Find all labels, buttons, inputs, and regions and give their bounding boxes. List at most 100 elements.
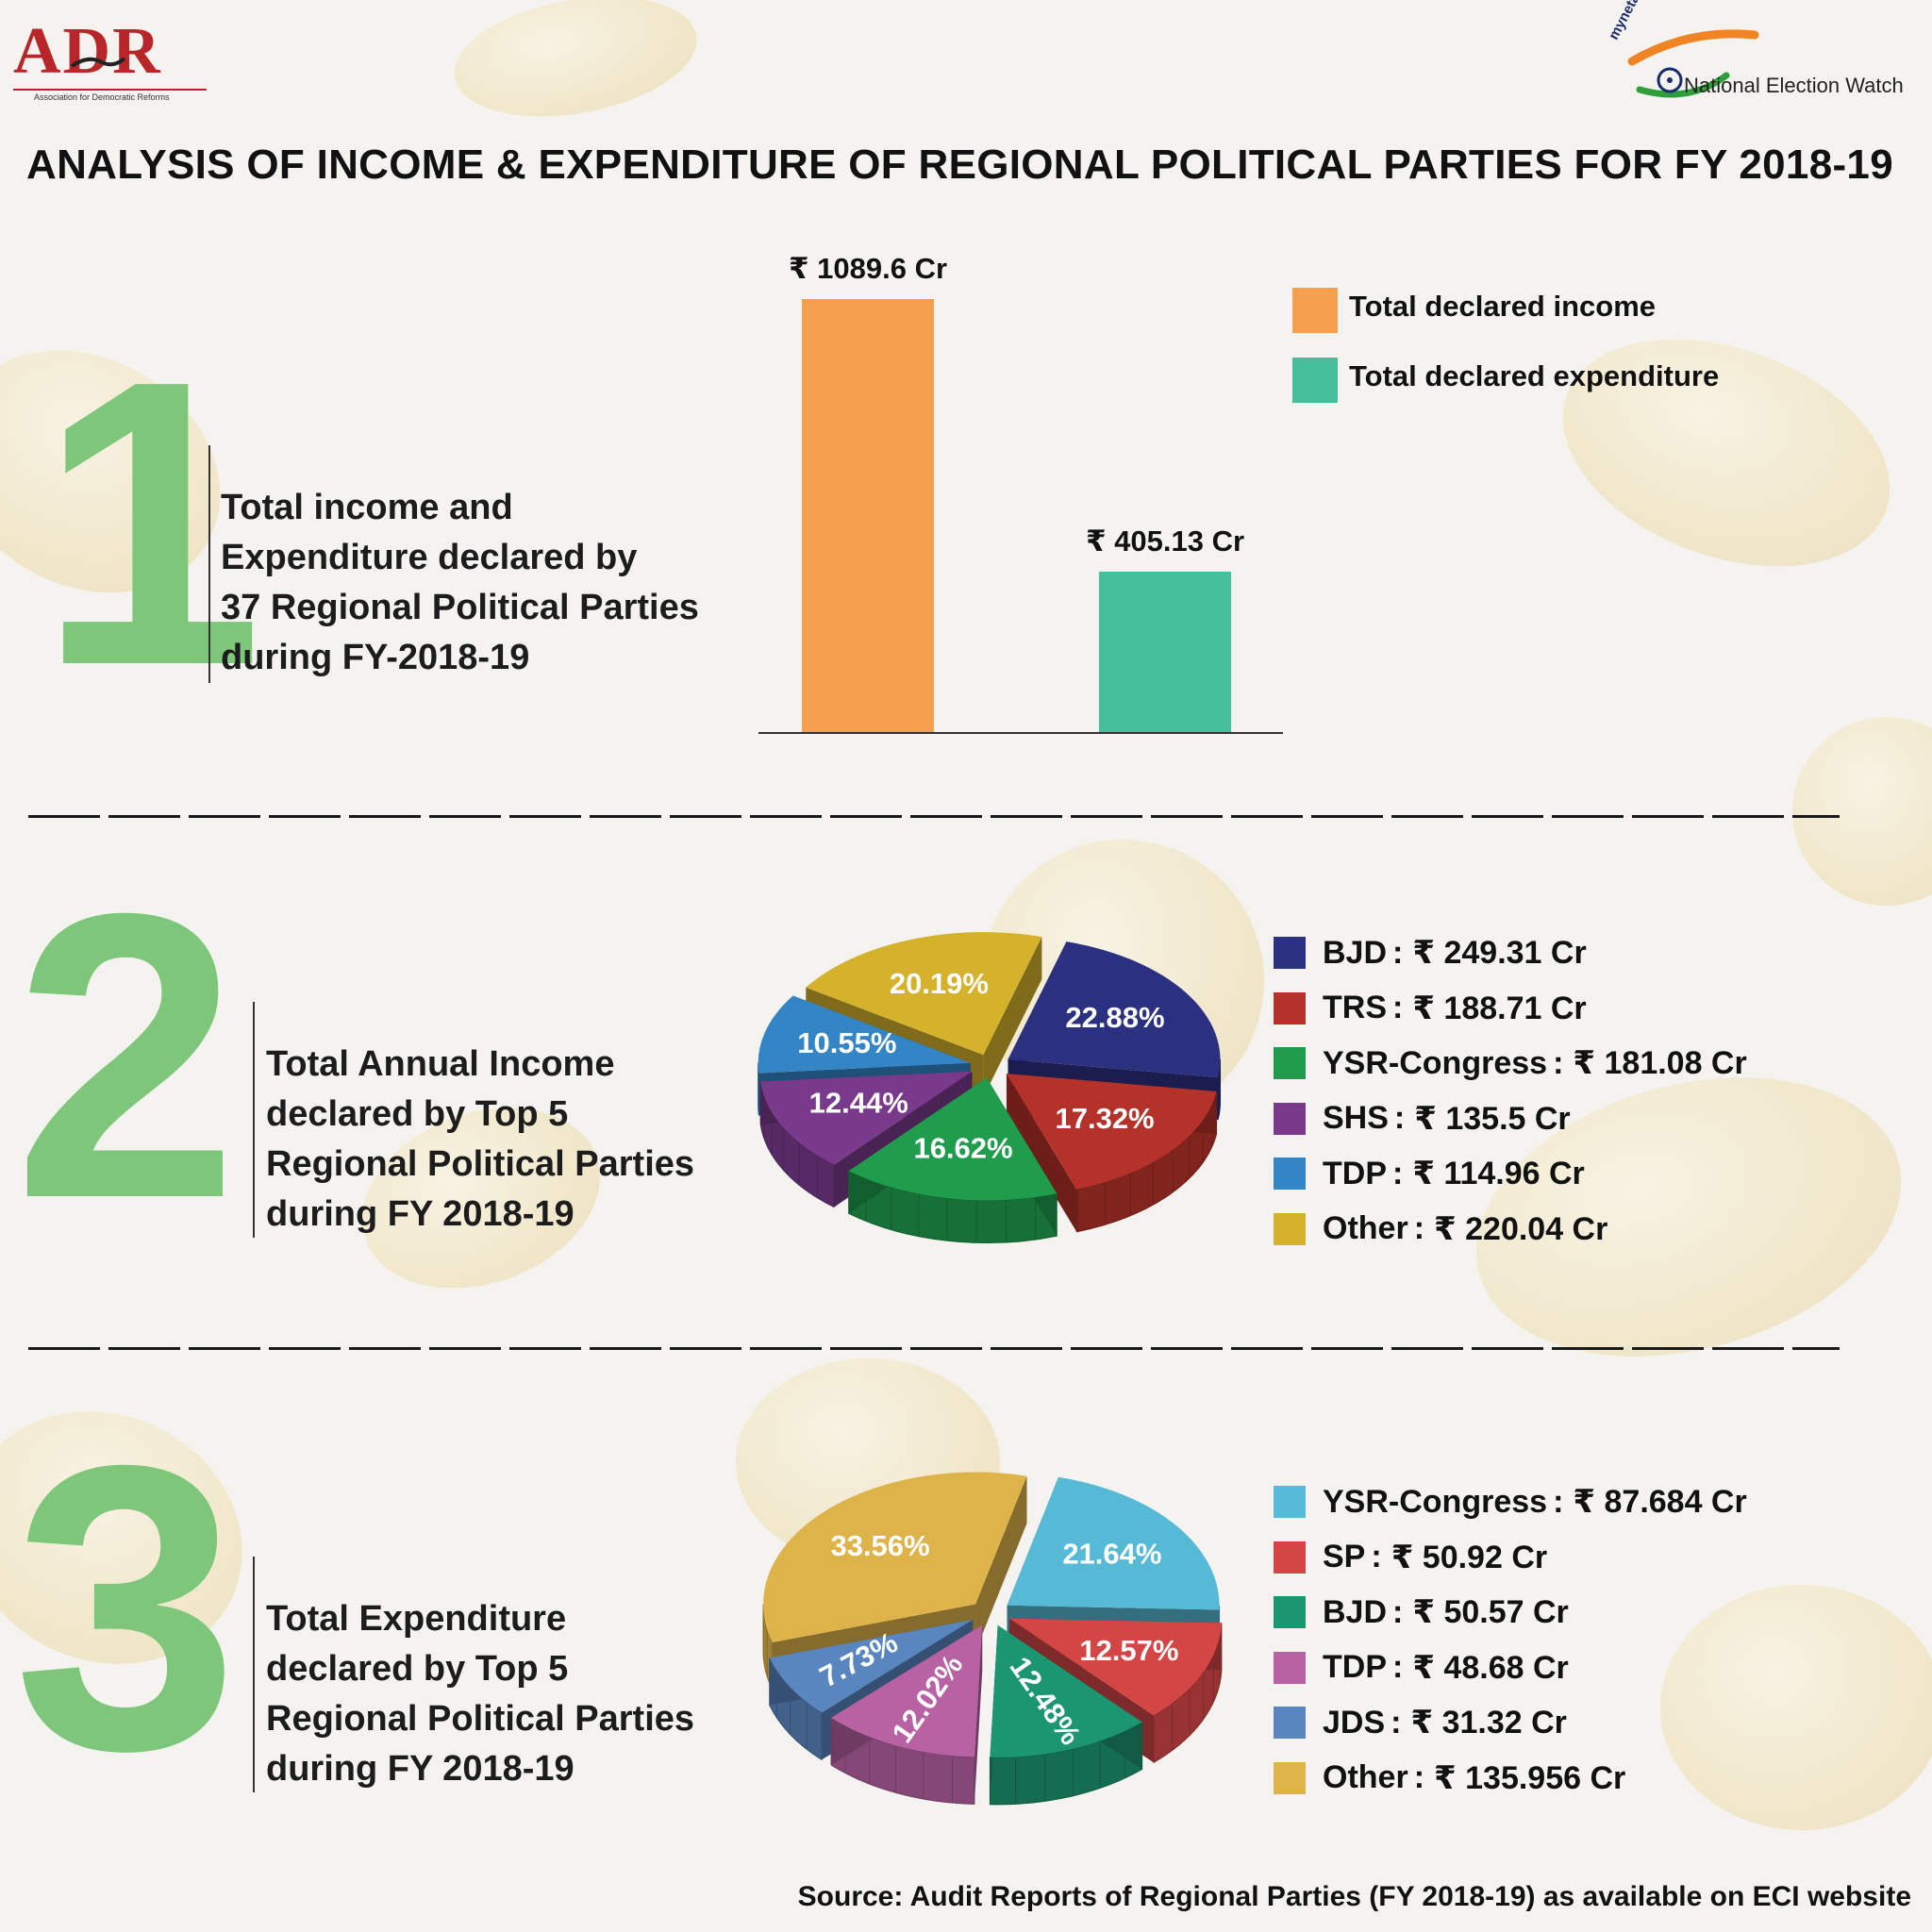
background-coin [444,0,707,134]
legend-item-tdp: TDP: ₹ 48.68 Cr [1274,1649,1569,1687]
section-3-line: declared by Top 5 [266,1649,569,1689]
pie-percent-label: 17.32% [1055,1102,1154,1135]
section-2-line: during FY 2018-19 [266,1194,575,1234]
section-3-line: during FY 2018-19 [266,1749,575,1789]
legend-item-ysr-congress: YSR-Congress: ₹ 181.08 Cr [1274,1044,1747,1082]
expenditure-pie-chart: 21.64%12.57%12.48%12.02%7.73%33.56% [762,1472,1223,1806]
legend-label-expenditure: Total declared expenditure [1349,359,1720,392]
pie-percent-label: 33.56% [830,1529,929,1562]
legend-swatch [1274,937,1306,969]
section-3-line: Regional Political Parties [266,1699,695,1739]
section-number-2: 2 [13,830,240,1283]
pie-percent-label: 12.44% [809,1086,908,1119]
section-1-line: during FY-2018-19 [221,638,530,677]
section-1-line: Expenditure declared by [221,538,638,577]
section-2-line: Total Annual Income [266,1044,615,1084]
legend-party-name: Other [1323,1210,1408,1246]
section-1-line: Total income and [221,488,513,527]
myneta-logo: myneta.info [1604,0,1915,108]
pie-slice-bjd [989,1624,1143,1806]
legend-swatch [1274,1486,1306,1518]
section-2-line: Regional Political Parties [266,1144,695,1184]
legend-separator: : [1393,1100,1406,1136]
legend-party-value: ₹ 50.92 Cr [1391,1539,1548,1575]
legend-swatch [1274,1651,1306,1684]
pie-percent-label: 21.64% [1062,1538,1161,1571]
section-3-line: Total Expenditure [266,1599,567,1639]
section-divider-1 [208,445,210,683]
source-note: Source: Audit Reports of Regional Partie… [797,1881,1911,1912]
pie-percent-label: 22.88% [1065,1001,1164,1034]
legend-swatch [1274,1596,1306,1628]
legend-separator: : [1392,934,1404,971]
section-2-description: Total Annual Income declared by Top 5 Re… [266,1040,694,1240]
income-pie-chart: 22.88% 17.32% 16.62%12.44% 10.55% 20.19% [758,932,1221,1243]
adr-logo-subtitle: Association for Democratic Reforms [34,92,170,102]
section-2-line: declared by Top 5 [266,1094,569,1134]
legend-party-name: BJD [1323,934,1388,971]
legend-swatch [1274,1047,1306,1079]
legend-label-income: Total declared income [1349,290,1657,323]
legend-swatch [1274,1102,1306,1135]
bar-value-label-income: ₹ 1089.6 Cr [789,252,948,285]
legend-party-name: YSR-Congress [1323,1044,1548,1081]
legend-item-trs: TRS: ₹ 188.71 Cr [1274,990,1587,1027]
legend-swatch [1274,1541,1306,1574]
legend-party-name: TRS [1323,990,1387,1025]
legend-separator: : [1413,1210,1425,1246]
pie-slice-tdp [830,1624,983,1805]
background-coin [1660,1585,1932,1830]
legend-party-name: SP [1323,1539,1366,1574]
section-number-1: 1 [38,297,263,750]
section-divider-2 [253,1002,255,1238]
adr-logo-text: ADR [13,15,162,88]
legend-swatch-income [1292,288,1338,333]
legend-item-tdp: TDP: ₹ 114.96 Cr [1274,1155,1585,1192]
legend-separator: : [1553,1483,1564,1520]
legend-item-other: Other: ₹ 220.04 Cr [1274,1210,1607,1248]
legend-separator: : [1392,1593,1404,1630]
adr-logo: ADR Association for Democratic Reforms [13,13,211,102]
legend-swatch [1274,1158,1306,1190]
legend-item-jds: JDS: ₹ 31.32 Cr [1274,1704,1567,1741]
pie-percent-label: 10.55% [797,1026,896,1059]
section-1-line: 37 Regional Political Parties [221,588,699,627]
legend-separator: : [1413,1759,1425,1795]
legend-swatch [1274,991,1306,1024]
legend-party-value: ₹ 220.04 Cr [1434,1210,1608,1247]
bar-income [802,299,934,733]
legend-party-value: ₹ 114.96 Cr [1412,1156,1585,1191]
legend-party-value: ₹ 181.08 Cr [1573,1045,1747,1081]
legend-separator: : [1392,1649,1404,1685]
legend-swatch [1274,1707,1306,1739]
legend-swatch [1274,1761,1306,1794]
legend-party-value: ₹ 188.71 Cr [1412,990,1587,1026]
pie-slice-ysr-congress [848,1077,1058,1243]
pie-slice-trs [1006,1074,1218,1233]
legend-item-sp: SP: ₹ 50.92 Cr [1274,1539,1547,1576]
legend-party-value: ₹ 135.5 Cr [1414,1100,1571,1137]
legend-swatch-expenditure [1292,358,1338,403]
section-number-3: 3 [13,1382,240,1835]
legend-party-value: ₹ 50.57 Cr [1412,1594,1569,1630]
section-3-description: Total Expenditure declared by Top 5 Regi… [266,1594,694,1794]
legend-item-bjd: BJD: ₹ 249.31 Cr [1274,934,1587,972]
legend-party-value: ₹ 135.956 Cr [1434,1759,1626,1796]
legend-party-name: TDP [1323,1649,1387,1685]
legend-party-name: JDS [1323,1704,1386,1740]
legend-item-other: Other: ₹ 135.956 Cr [1274,1759,1625,1797]
legend-party-value: ₹ 48.68 Cr [1412,1649,1569,1686]
adr-swoosh-icon [70,57,126,68]
new-logo-text: National Election Watch [1684,74,1904,97]
adr-underline [13,89,207,91]
legend-separator: : [1371,1539,1382,1574]
section-divider-3 [253,1557,255,1792]
legend-separator: : [1392,990,1404,1025]
bar-expenditure [1099,571,1231,733]
income-expenditure-bar-chart [758,299,1283,734]
page-title: ANALYSIS OF INCOME & EXPENDITURE OF REGI… [26,142,1893,188]
legend-swatch [1274,1212,1306,1245]
section-1-description: Total income and Expenditure declared by… [221,483,699,683]
legend-party-name: YSR-Congress [1323,1483,1548,1520]
legend-separator: : [1392,1155,1404,1191]
